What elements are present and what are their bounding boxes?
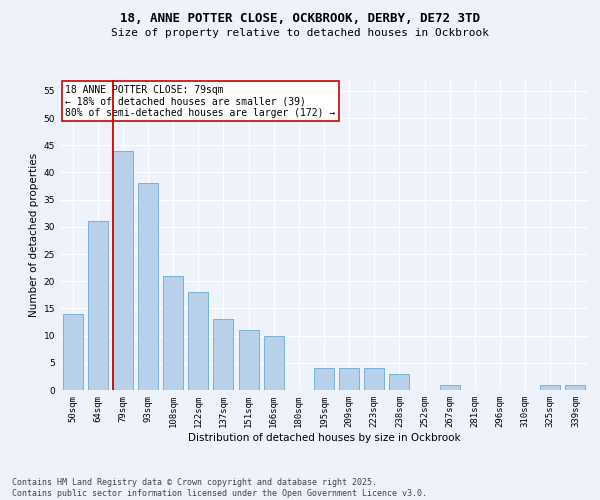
Text: Contains HM Land Registry data © Crown copyright and database right 2025.
Contai: Contains HM Land Registry data © Crown c… (12, 478, 427, 498)
Bar (214, 320, 233, 390)
Bar (565, 384, 586, 390)
Bar (364, 368, 385, 390)
Bar (263, 336, 284, 390)
Text: 18 ANNE POTTER CLOSE: 79sqm
← 18% of detached houses are smaller (39)
80% of sem: 18 ANNE POTTER CLOSE: 79sqm ← 18% of det… (65, 84, 335, 118)
Bar (188, 292, 208, 390)
Bar (440, 384, 460, 390)
Text: 18, ANNE POTTER CLOSE, OCKBROOK, DERBY, DE72 3TD: 18, ANNE POTTER CLOSE, OCKBROOK, DERBY, … (120, 12, 480, 26)
Bar (389, 374, 409, 390)
Y-axis label: Number of detached properties: Number of detached properties (29, 153, 40, 317)
Text: Size of property relative to detached houses in Ockbrook: Size of property relative to detached ho… (111, 28, 489, 38)
Bar (163, 276, 183, 390)
Bar (88, 222, 108, 390)
Bar (239, 330, 259, 390)
Bar (138, 184, 158, 390)
Bar (540, 384, 560, 390)
Bar (113, 150, 133, 390)
Bar (314, 368, 334, 390)
X-axis label: Distribution of detached houses by size in Ockbrook: Distribution of detached houses by size … (188, 432, 460, 442)
Bar (62, 314, 83, 390)
Bar (339, 368, 359, 390)
